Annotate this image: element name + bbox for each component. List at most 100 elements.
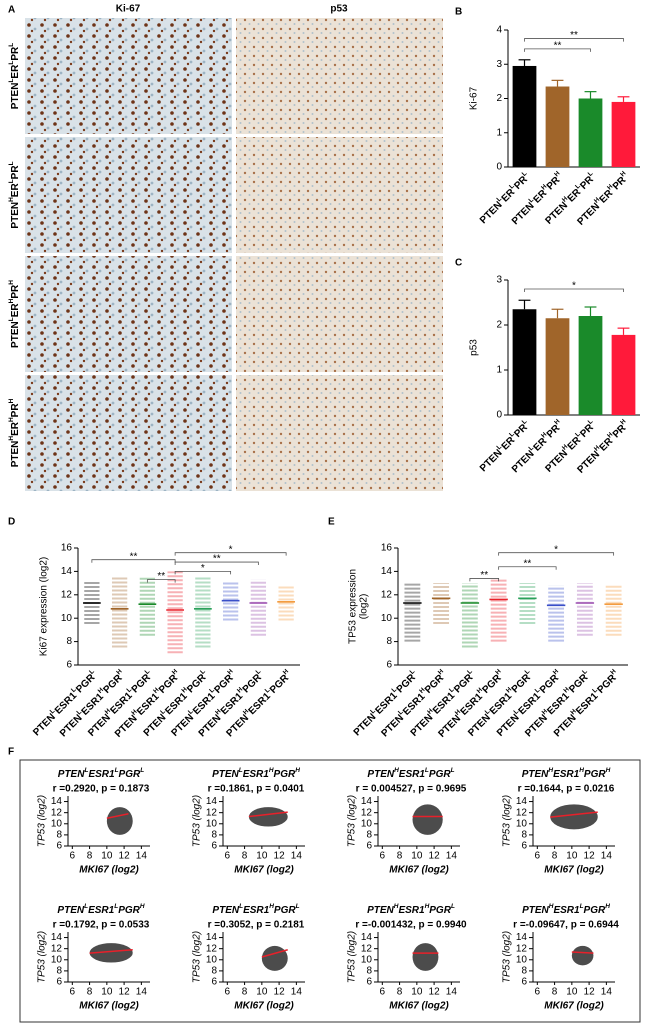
panel-letter: B [455,7,462,18]
superscript: H [561,195,569,203]
x-tick-label: 12 [119,851,131,862]
superscript: L [296,903,300,910]
y-axis-label: Ki-67 [469,86,480,110]
superscript: H [563,686,571,694]
significance-label: ** [157,571,165,582]
x-tick-label: 6 [70,851,76,862]
y-tick-label: 12 [381,589,393,600]
superscript: H [619,170,627,178]
superscript: H [227,668,235,676]
bar [512,65,537,167]
label-part: PGR [429,905,451,916]
y-tick-label: 6 [386,660,392,671]
y-axis-label: TP53 (log2) [502,795,513,847]
y-tick-label: 8 [386,636,392,647]
superscript: L [369,708,377,716]
y-axis-label: (log2) [359,594,370,620]
x-tick-label: 14 [601,987,613,998]
superscript: H [418,687,426,695]
subplot-title: PTENLESR1LPGRL [58,767,144,779]
significance-bracket [469,578,500,582]
significance-label: * [572,281,576,292]
y-tick-label: 10 [516,954,528,965]
micrograph [25,375,232,491]
x-tick-label: 8 [87,851,93,862]
correlation-annotation: r =-0.09647, p = 0.6944 [513,920,619,931]
significance-label: * [554,544,558,555]
label-part: PGR [119,769,141,780]
superscript: H [152,687,160,695]
bar [512,309,537,415]
x-tick-label: 12 [274,851,286,862]
panel-letter: A [8,5,15,16]
label-part: ESR1 [553,905,580,916]
superscript: H [426,707,434,715]
significance-label: * [201,563,205,574]
superscript: L [8,179,15,183]
y-tick-label: 12 [51,807,63,818]
x-tick-label: 10 [256,987,268,998]
label-part: PTEN [367,769,394,780]
superscript: H [282,668,290,676]
superscript: H [570,708,578,716]
panel-letter: D [8,517,15,528]
superscript: H [131,708,139,716]
superscript: H [242,708,250,716]
y-axis-label: p53 [469,339,480,356]
correlation-annotation: r = 0.004527, p = 0.9695 [356,784,467,795]
y-tick-label: 10 [361,818,373,829]
x-axis-label: MKI67 (log2) [389,865,449,876]
superscript: L [521,170,529,178]
superscript: H [437,668,445,676]
superscript: H [579,767,584,774]
superscript: L [581,668,589,676]
superscript: L [528,445,536,453]
correlation-annotation: r =0.3052, p = 0.2181 [208,920,305,931]
superscript: H [505,686,513,694]
y-tick-label: 12 [516,943,528,954]
x-axis-label: MKI67 (log2) [234,1001,294,1012]
y-tick-label: 10 [381,613,393,624]
regression-line [571,951,594,954]
y-tick-label: 8 [66,636,72,647]
significance-bracket [524,288,624,292]
y-tick-label: 6 [56,841,62,852]
label-part: PR [10,46,21,61]
superscript: H [610,668,618,676]
superscript: H [476,687,484,695]
x-tick-label: 14 [136,987,148,998]
superscript: L [574,431,582,439]
y-axis-label: TP53 (log2) [502,931,513,983]
y-tick-label: 6 [66,660,72,671]
y-tick-label: 1 [496,127,502,138]
y-tick-label: 14 [206,796,218,807]
label-part: PTEN [10,202,21,229]
superscript: H [116,668,124,676]
y-tick-label: 10 [206,818,218,829]
superscript: L [409,668,417,676]
superscript: L [496,195,504,203]
regression-line [261,949,288,958]
y-tick-label: 6 [56,977,62,988]
y-tick-label: 10 [51,818,63,829]
x-tick-label: 12 [429,851,441,862]
y-tick-label: 14 [206,932,218,943]
superscript: L [451,767,455,774]
superscript: L [574,183,582,191]
superscript: L [496,443,504,451]
superscript: H [8,298,15,303]
superscript: L [524,668,532,676]
y-tick-label: 12 [361,943,373,954]
label-part: ESR1 [398,905,425,916]
regression-line [248,811,288,818]
point-cloud [89,943,133,963]
micrograph [236,18,443,134]
x-axis-label: MKI67 (log2) [389,1001,449,1012]
bar [611,101,636,167]
x-tick-label: 8 [552,851,558,862]
bar [545,318,570,415]
superscript: H [540,431,548,439]
y-tick-label: 2 [496,320,502,331]
y-tick-label: 1 [496,365,502,376]
